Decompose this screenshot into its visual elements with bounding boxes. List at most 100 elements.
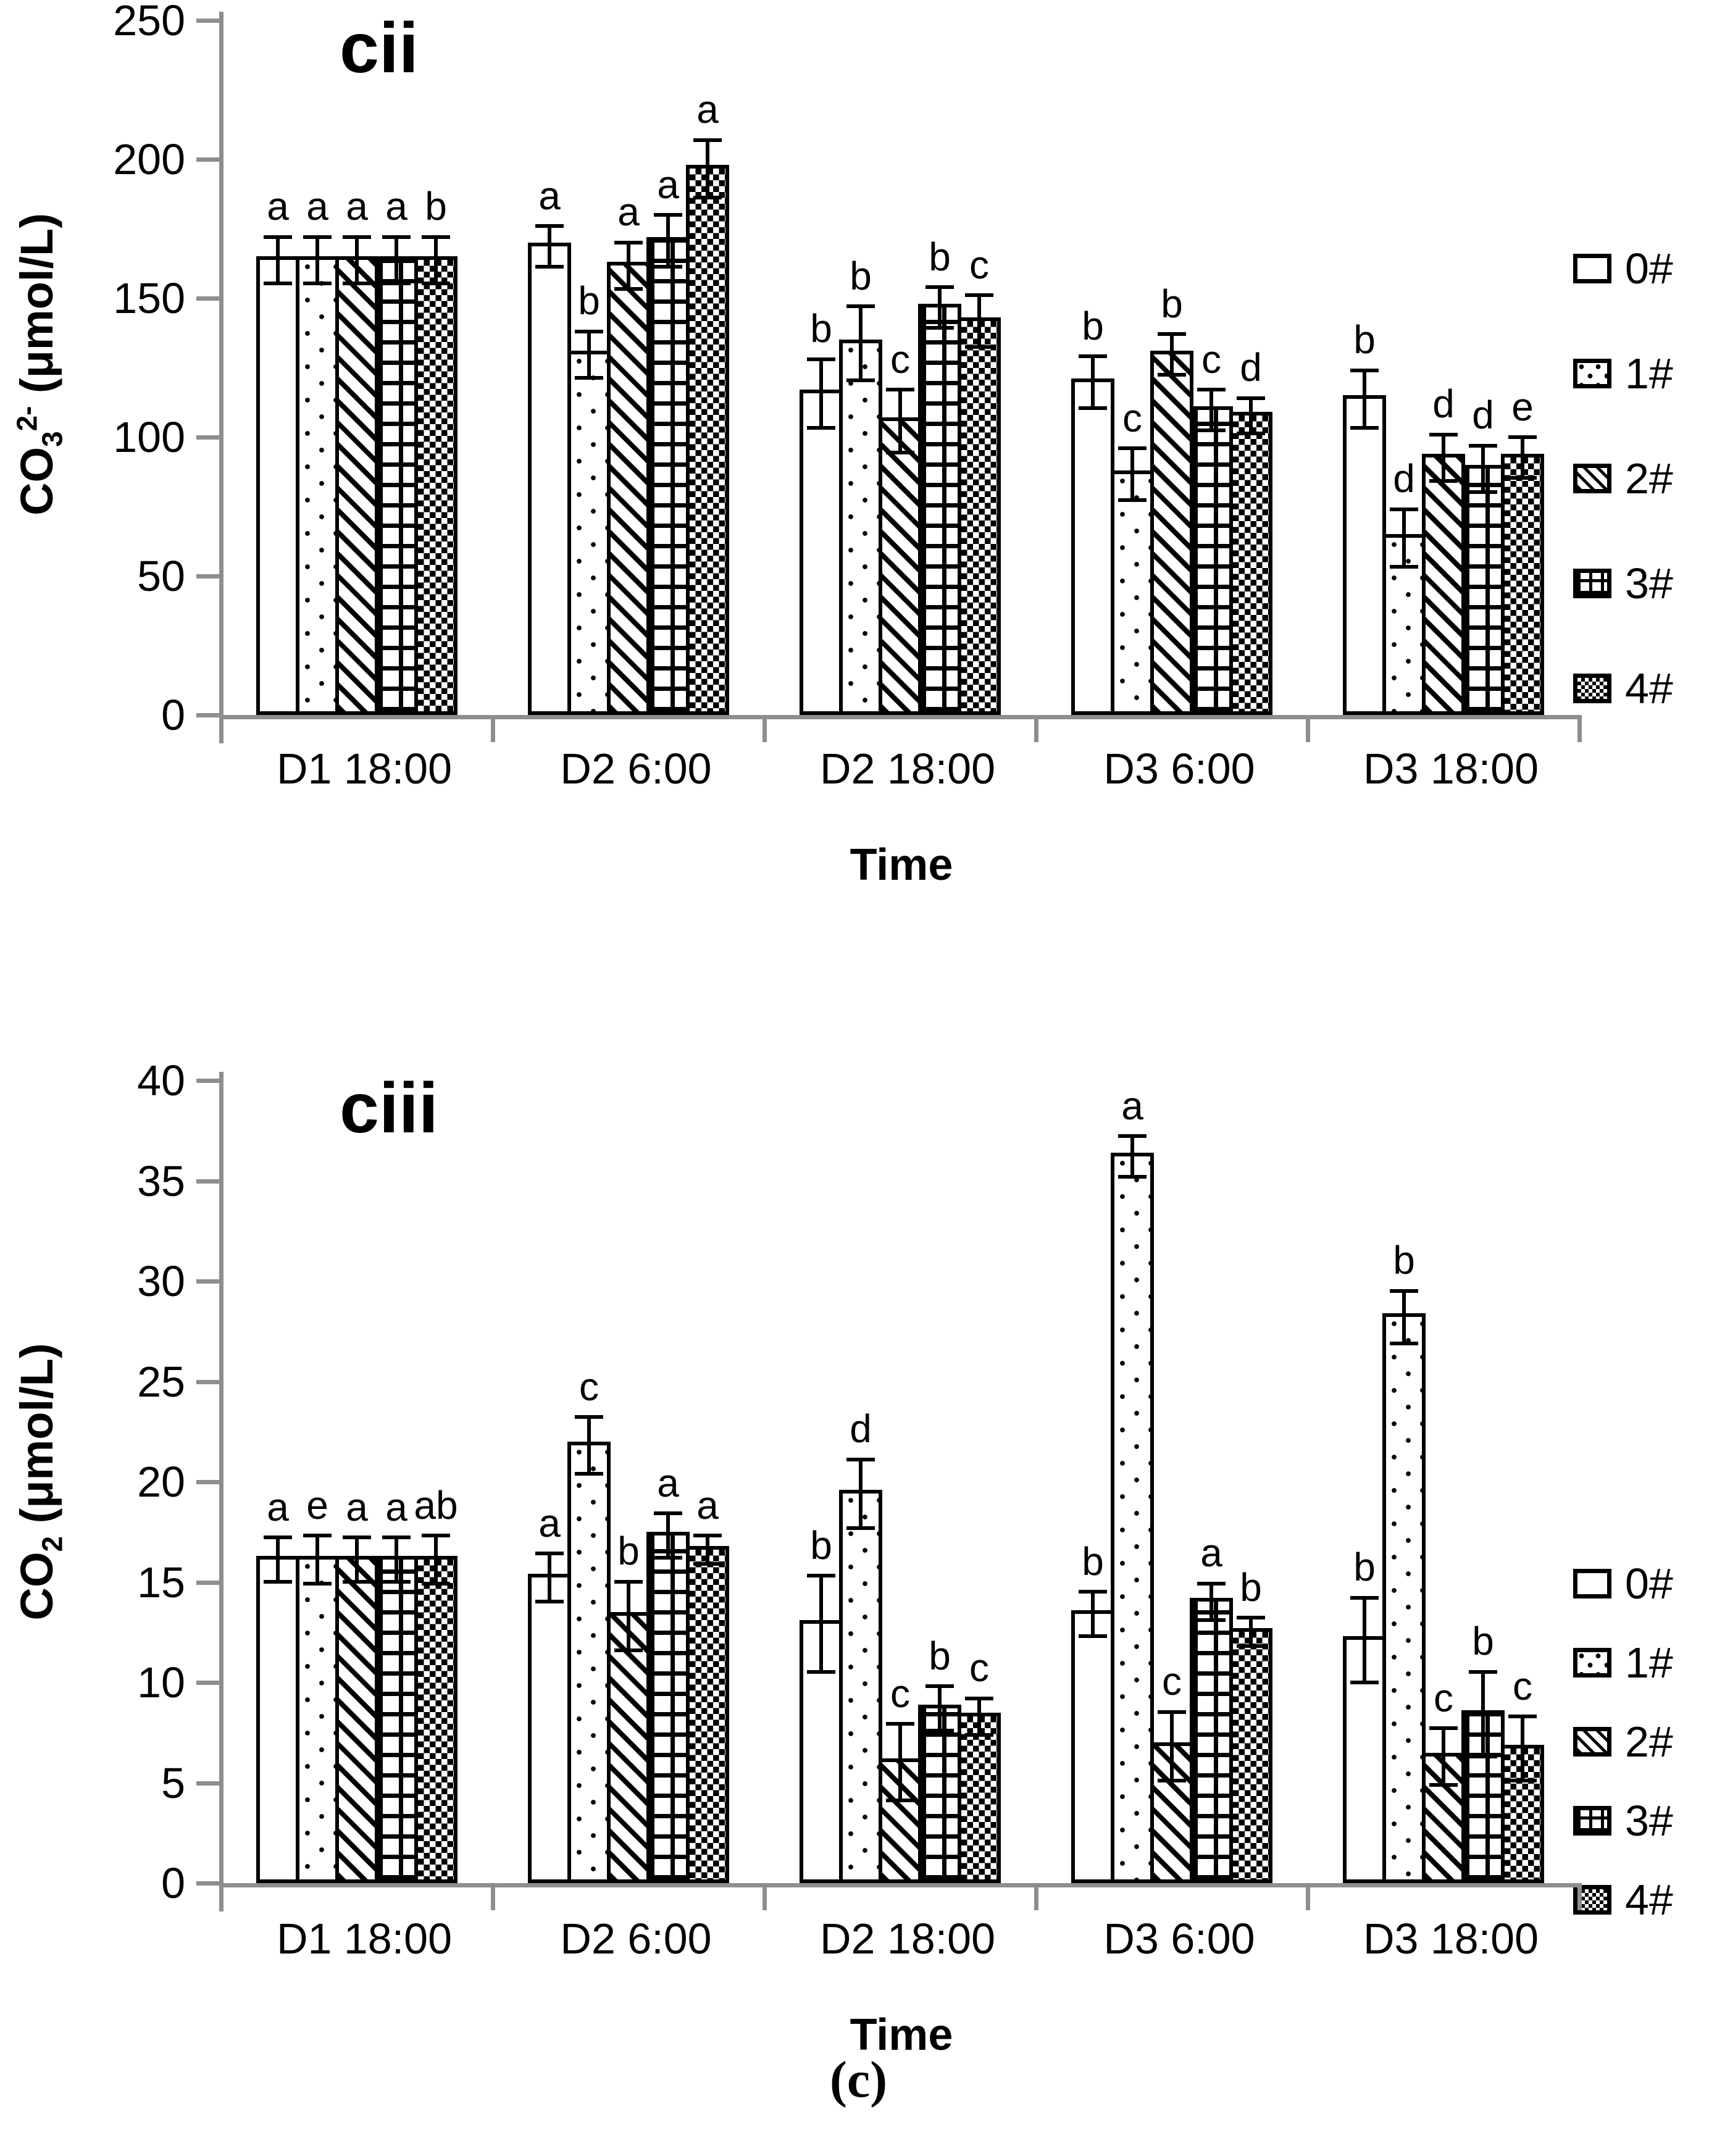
significance-letter: a xyxy=(1121,1084,1143,1128)
error-bar xyxy=(1197,1581,1226,1622)
error-bar-line xyxy=(587,333,591,376)
chart-ciii: CO2 (μmol/L) ciii a e a a ab a c b a a b d c b c b a c a b b… xyxy=(0,1059,1717,2105)
error-bar-line xyxy=(315,238,319,282)
error-bar xyxy=(1237,396,1265,435)
error-bar-line xyxy=(1363,372,1366,426)
bar-4: b xyxy=(414,186,457,715)
x-tick-mark xyxy=(762,715,767,742)
y-tick-mark xyxy=(196,1079,220,1083)
error-bar-line xyxy=(1130,450,1134,498)
error-bar xyxy=(422,1533,450,1586)
error-bar-line xyxy=(1209,391,1213,428)
error-bar-line xyxy=(1442,1730,1445,1783)
error-bar xyxy=(1237,1616,1265,1648)
error-bar xyxy=(264,235,292,285)
significance-letter: b xyxy=(810,1523,832,1568)
legend-item-0: 0# xyxy=(1573,1562,1673,1605)
x-tick-mark xyxy=(1034,715,1038,742)
x-category-label: D3 18:00 xyxy=(1363,1915,1539,1963)
legend-label: 0# xyxy=(1625,1560,1673,1608)
error-bar-line xyxy=(548,228,551,265)
x-category-label: D2 6:00 xyxy=(560,745,712,793)
y-tick-label: 250 xyxy=(113,0,185,44)
x-tick-mark xyxy=(762,1883,767,1910)
error-bar xyxy=(846,304,875,382)
y-tick-label: 30 xyxy=(137,1257,185,1305)
error-bar-line xyxy=(355,1539,359,1580)
error-bar xyxy=(535,224,564,269)
error-bar-line xyxy=(1091,358,1095,406)
significance-letter: d xyxy=(850,1406,872,1451)
y-axis-title-sub: 2 xyxy=(36,1536,69,1552)
error-bar-line xyxy=(355,238,359,282)
y-tick-label: 5 xyxy=(161,1758,185,1807)
bar-3: a xyxy=(375,186,418,715)
legend-swatch-3 xyxy=(1573,1806,1611,1836)
error-bar-line xyxy=(938,289,942,326)
significance-letter: a xyxy=(1200,1531,1222,1575)
legend-swatch-2 xyxy=(1573,464,1611,493)
legend-swatch-1 xyxy=(1573,359,1611,388)
error-bar-line xyxy=(977,1700,981,1733)
error-bar-line xyxy=(1249,399,1253,432)
legend-swatch-0 xyxy=(1573,1569,1611,1598)
x-category-label: D3 6:00 xyxy=(1103,745,1255,793)
y-tick-mark xyxy=(196,157,220,162)
significance-letter: b xyxy=(1353,317,1376,362)
bar-2: c xyxy=(1422,1678,1465,1883)
significance-letter: c xyxy=(1513,1664,1532,1708)
legend-swatch-3 xyxy=(1573,569,1611,598)
y-tick-mark xyxy=(196,1179,220,1184)
error-bar xyxy=(1079,354,1107,410)
error-bar xyxy=(1350,1595,1379,1684)
significance-letter: b xyxy=(810,306,832,351)
legend-item-0: 0# xyxy=(1573,247,1673,290)
significance-letter: c xyxy=(969,243,989,287)
legend-swatch-2 xyxy=(1573,1727,1611,1757)
significance-letter: d xyxy=(1393,456,1415,501)
significance-letter: b xyxy=(1240,1565,1262,1610)
x-category-label: D2 18:00 xyxy=(819,745,996,793)
bar-groups: a e a a ab a c b a a b d c b c b a c a b b b c b c xyxy=(222,1086,1581,1883)
y-tick-label: 10 xyxy=(137,1658,185,1707)
error-bar-line xyxy=(977,297,981,345)
error-bar-line xyxy=(938,1688,942,1729)
error-bar xyxy=(1429,1726,1458,1787)
x-tick-mark xyxy=(219,1883,224,1910)
significance-letter: a xyxy=(346,1485,368,1529)
error-bar xyxy=(886,388,914,454)
error-bar xyxy=(1350,368,1379,430)
significance-letter: a xyxy=(267,1485,289,1529)
bar-group: a e a a ab xyxy=(256,1485,472,1883)
error-bar xyxy=(925,1684,954,1732)
y-tick-label: 150 xyxy=(113,274,185,322)
x-tick-mark xyxy=(219,715,224,742)
error-bar xyxy=(575,329,603,380)
significance-letter: c xyxy=(1162,1659,1182,1703)
legend-item-4: 4# xyxy=(1573,1878,1673,1921)
significance-letter: c xyxy=(890,337,910,382)
x-tick-mark xyxy=(1034,1883,1038,1910)
legend-item-3: 3# xyxy=(1573,1799,1673,1842)
legend-item-1: 1# xyxy=(1573,1641,1673,1684)
bar-3: a xyxy=(646,165,690,715)
y-tick-mark xyxy=(196,1480,220,1484)
x-axis-title: Time xyxy=(850,840,953,890)
error-bar xyxy=(886,1722,914,1802)
significance-letter: a xyxy=(267,184,289,228)
bar-3: b xyxy=(1461,1621,1505,1883)
error-bar-line xyxy=(1402,1292,1406,1342)
bar-0: b xyxy=(1071,1542,1114,1883)
y-axis-line xyxy=(219,12,224,743)
bar-1: e xyxy=(296,1485,339,1883)
y-tick-label: 35 xyxy=(137,1156,185,1205)
y-tick-label: 20 xyxy=(137,1458,185,1506)
error-bar xyxy=(1197,388,1226,432)
y-tick-mark xyxy=(196,1681,220,1685)
error-bar xyxy=(303,235,332,285)
error-bar xyxy=(846,1457,875,1530)
bar-1: b xyxy=(1382,1240,1426,1883)
